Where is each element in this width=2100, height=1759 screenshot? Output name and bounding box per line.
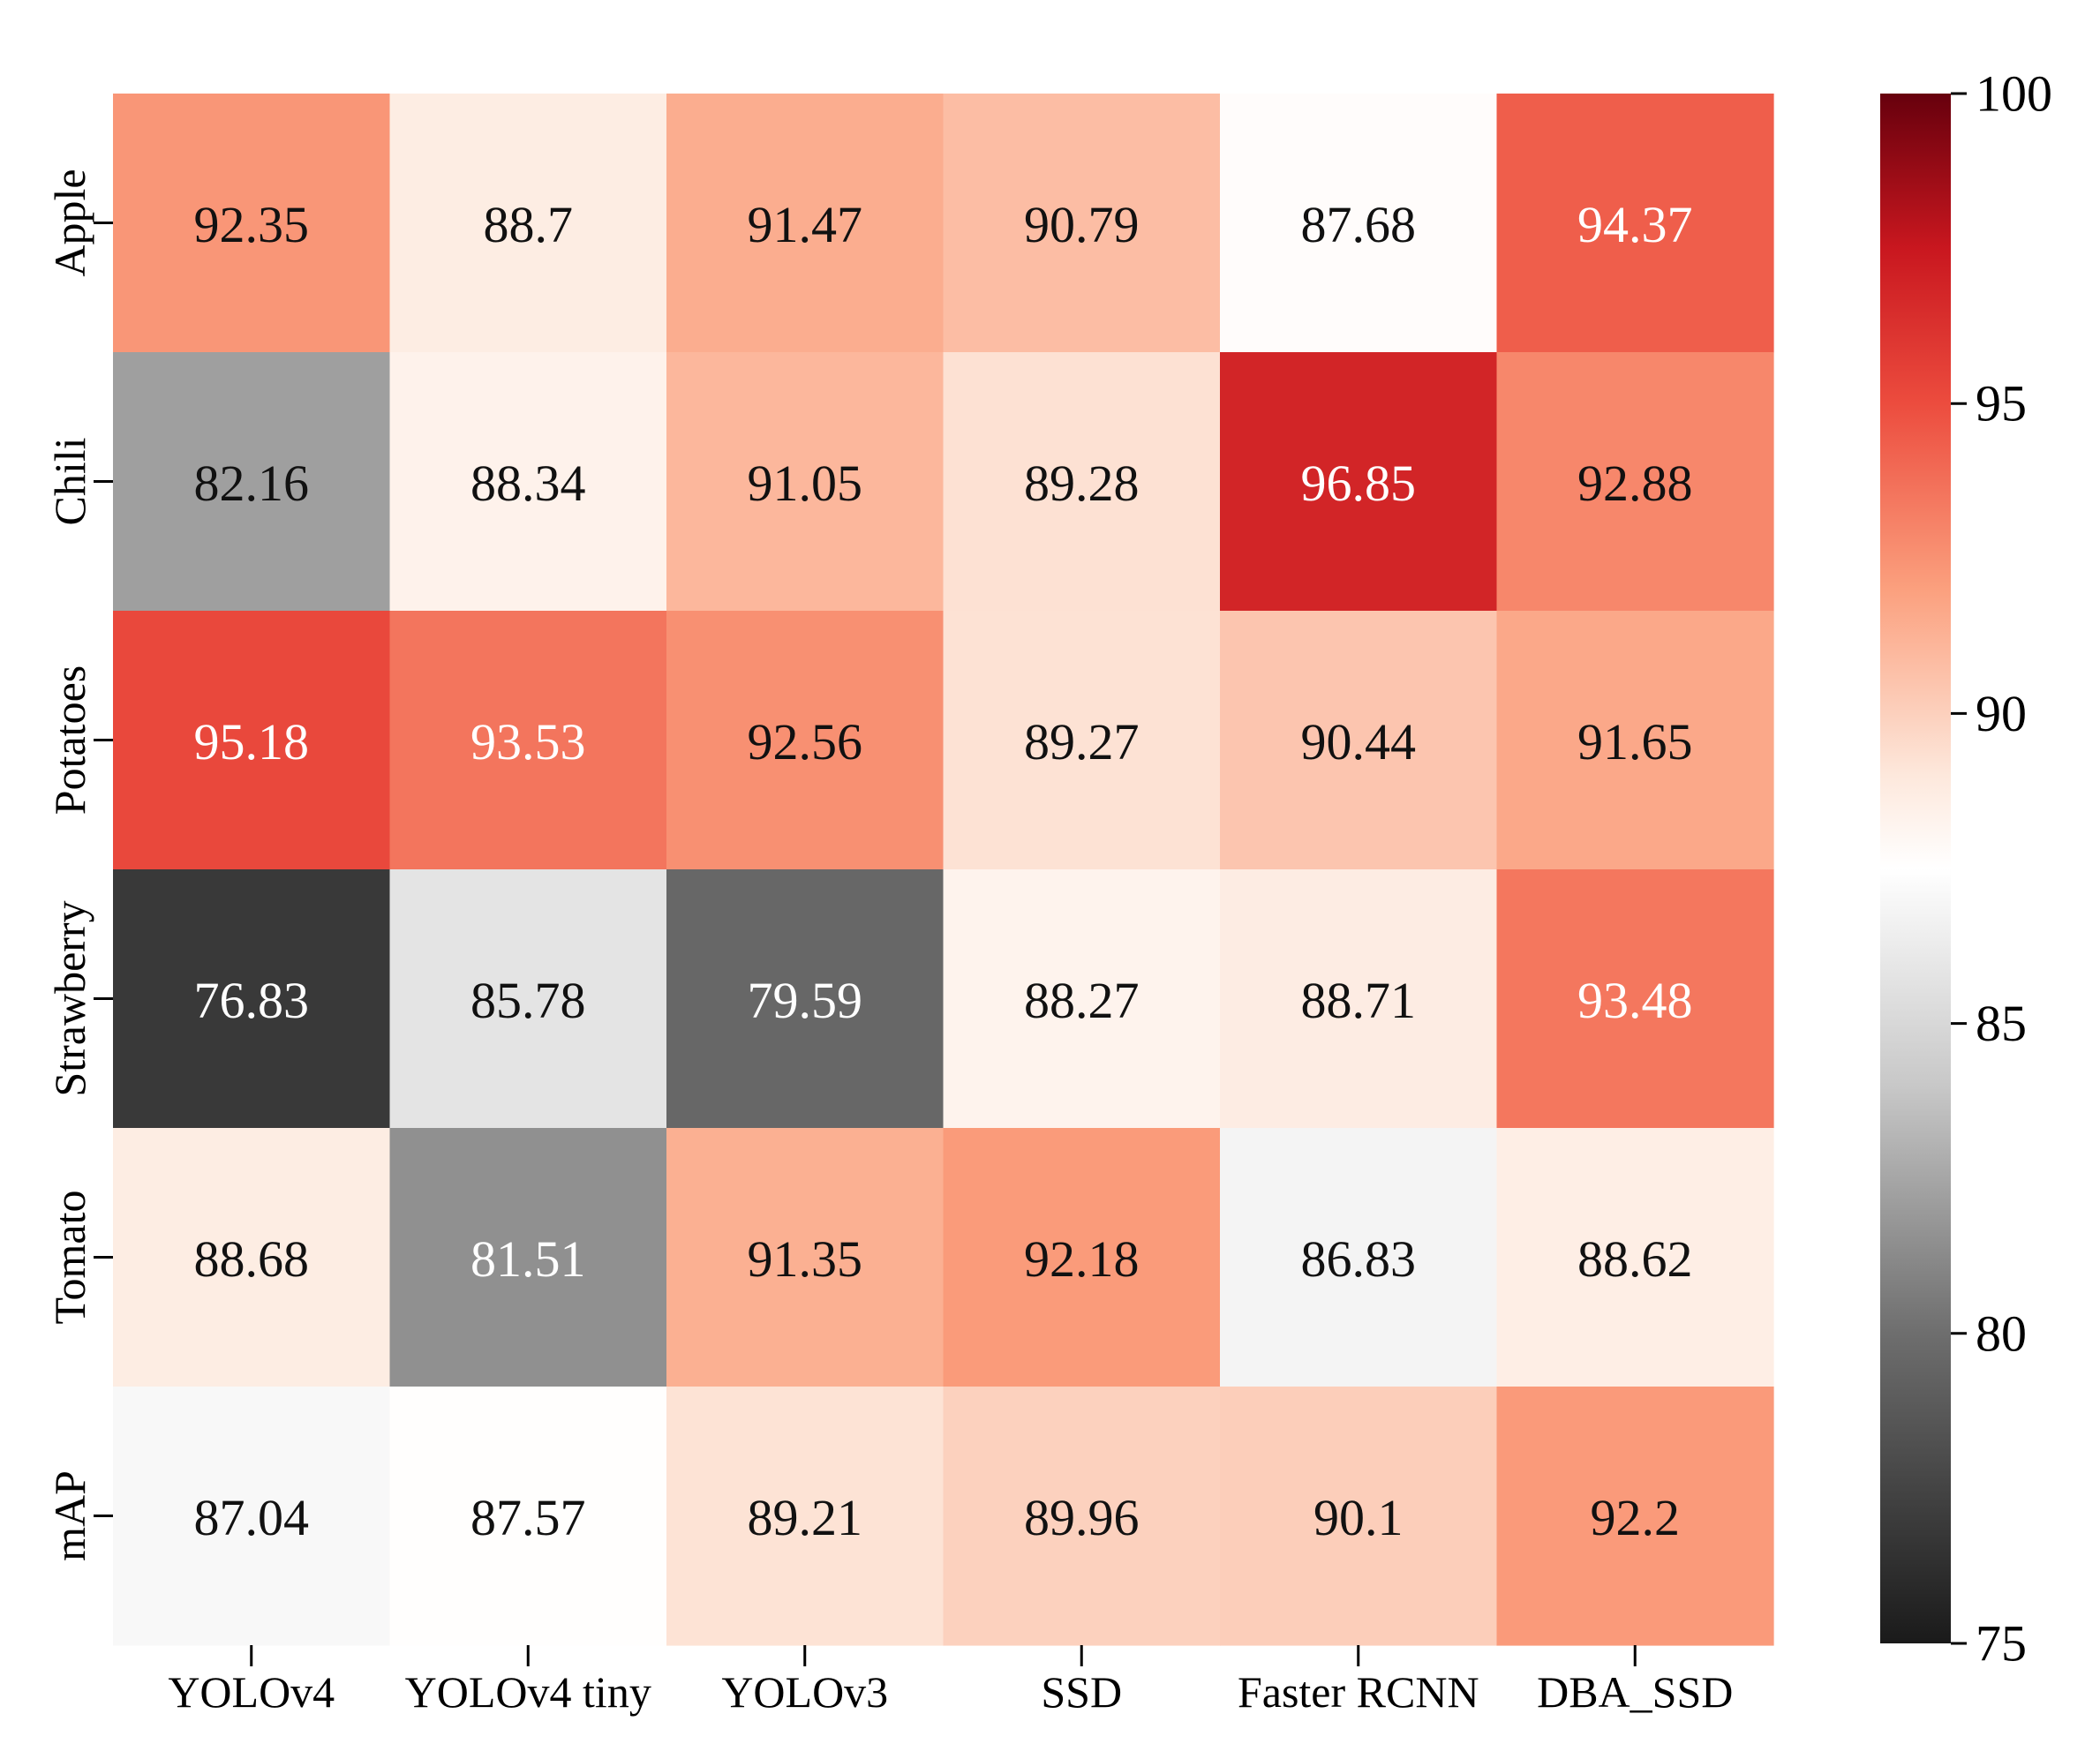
colorbar-tick-label: 90 <box>1976 685 2027 742</box>
cell-value-label: 87.04 <box>194 1489 310 1546</box>
heatmap-cell-4-3 <box>943 1128 1221 1387</box>
cell-value-label: 89.21 <box>748 1489 863 1546</box>
heatmap-cell-1-5 <box>1496 352 1774 612</box>
x-tick-label: Faster RCNN <box>1238 1667 1479 1717</box>
cell-value-label: 90.1 <box>1313 1489 1404 1546</box>
y-axis: Apple Chili Potatoes Strawberry Tomato mAP <box>45 169 113 1561</box>
heatmap-cell-2-4 <box>1220 611 1498 870</box>
heatmap-cell-2-1 <box>389 611 667 870</box>
cell-value-label: 88.34 <box>470 455 586 512</box>
y-tick-label: mAP <box>45 1470 94 1561</box>
heatmap-cell-0-0 <box>113 94 391 353</box>
cell-value-label: 90.44 <box>1301 713 1417 771</box>
cell-value-label: 95.18 <box>194 713 310 771</box>
heatmap-cell-3-0 <box>113 869 391 1129</box>
heatmap-cell-3-5 <box>1496 869 1774 1129</box>
colorbar-tick-label: 75 <box>1976 1615 2027 1673</box>
cell-value-label: 88.62 <box>1577 1230 1693 1288</box>
cell-value-label: 92.88 <box>1577 455 1693 512</box>
cell-value-label: 81.51 <box>470 1230 586 1288</box>
heatmap-cell-3-2 <box>666 869 945 1129</box>
cell-value-label: 88.7 <box>484 196 574 253</box>
cell-value-label: 91.47 <box>748 196 863 253</box>
heatmap-cell-3-4 <box>1220 869 1498 1129</box>
heatmap-cell-5-0 <box>113 1387 391 1646</box>
colorbar: 75 80 85 90 95 100 <box>1880 65 2052 1673</box>
cell-value-label: 89.27 <box>1024 713 1140 771</box>
cell-value-label: 90.79 <box>1024 196 1140 253</box>
cell-value-label: 89.96 <box>1024 1489 1140 1546</box>
y-tick-label: Strawberry <box>45 900 94 1096</box>
heatmap-cell-2-3 <box>943 611 1221 870</box>
y-tick-label: Chili <box>45 437 94 525</box>
heatmap-cell-0-5 <box>1496 94 1774 353</box>
cell-value-label: 93.53 <box>470 713 586 771</box>
heatmap-cell-1-4 <box>1220 352 1498 612</box>
heatmap-cell-1-3 <box>943 352 1221 612</box>
heatmap-cell-1-2 <box>666 352 945 612</box>
x-tick-label: DBA_SSD <box>1537 1667 1733 1717</box>
x-tick-label: YOLOv4 tiny <box>405 1667 651 1717</box>
heatmap-cell-5-5 <box>1496 1387 1774 1646</box>
heatmap-cell-4-5 <box>1496 1128 1774 1387</box>
cell-value-label: 82.16 <box>194 455 310 512</box>
heatmap-cell-2-2 <box>666 611 945 870</box>
heatmap-cell-5-3 <box>943 1387 1221 1646</box>
cell-value-label: 91.35 <box>748 1230 863 1288</box>
x-tick-label: YOLOv3 <box>721 1667 888 1717</box>
cell-value-label: 86.83 <box>1301 1230 1417 1288</box>
cell-value-label: 88.27 <box>1024 972 1140 1029</box>
colorbar-tick-label: 95 <box>1976 375 2027 432</box>
colorbar-tick-label: 85 <box>1976 995 2027 1052</box>
heatmap-cell-1-1 <box>389 352 667 612</box>
heatmap-cells: 92.35 88.7 91.47 90.79 87.68 94.37 82.16 88.34 9… <box>113 94 1774 1646</box>
cell-value-label: 87.68 <box>1301 196 1417 253</box>
cell-value-label: 96.85 <box>1301 455 1417 512</box>
cell-value-label: 91.05 <box>748 455 863 512</box>
cell-value-label: 94.37 <box>1577 196 1693 253</box>
heatmap-cell-4-1 <box>389 1128 667 1387</box>
heatmap-cell-0-3 <box>943 94 1221 353</box>
x-tick-label: YOLOv4 <box>168 1667 335 1717</box>
x-tick-label: SSD <box>1041 1667 1122 1717</box>
cell-value-label: 92.18 <box>1024 1230 1140 1288</box>
cell-value-label: 92.35 <box>194 196 310 253</box>
cell-value-label: 88.71 <box>1301 972 1417 1029</box>
cell-value-label: 88.68 <box>194 1230 310 1288</box>
heatmap-cell-0-2 <box>666 94 945 353</box>
heatmap-cell-0-4 <box>1220 94 1498 353</box>
cell-value-label: 91.65 <box>1577 713 1693 771</box>
colorbar-tick-label: 80 <box>1976 1304 2027 1362</box>
heatmap-cell-2-5 <box>1496 611 1774 870</box>
x-axis: YOLOv4 YOLOv4 tiny YOLOv3 SSD Faster RCNN DBA… <box>168 1645 1733 1717</box>
heatmap-cell-4-2 <box>666 1128 945 1387</box>
y-tick-label: Apple <box>45 169 94 276</box>
cell-value-label: 93.48 <box>1577 972 1693 1029</box>
y-tick-label: Potatoes <box>45 665 94 815</box>
heatmap-cell-3-1 <box>389 869 667 1129</box>
y-tick-label: Tomato <box>45 1190 94 1324</box>
heatmap-cell-1-0 <box>113 352 391 612</box>
colorbar-gradient <box>1880 94 1951 1643</box>
heatmap-cell-5-2 <box>666 1387 945 1646</box>
heatmap-cell-2-0 <box>113 611 391 870</box>
heatmap-cell-3-3 <box>943 869 1221 1129</box>
heatmap-cell-4-4 <box>1220 1128 1498 1387</box>
heatmap-cell-4-0 <box>113 1128 391 1387</box>
heatmap-cell-0-1 <box>389 94 667 353</box>
cell-value-label: 76.83 <box>194 972 310 1029</box>
heatmap-cell-5-4 <box>1220 1387 1498 1646</box>
colorbar-tick-label: 100 <box>1976 65 2052 123</box>
cell-value-label: 92.2 <box>1591 1489 1681 1546</box>
cell-value-label: 85.78 <box>470 972 586 1029</box>
cell-value-label: 89.28 <box>1024 455 1140 512</box>
heatmap-cell-5-1 <box>389 1387 667 1646</box>
cell-value-label: 87.57 <box>470 1489 586 1546</box>
cell-value-label: 79.59 <box>748 972 863 1029</box>
cell-value-label: 92.56 <box>748 713 863 771</box>
